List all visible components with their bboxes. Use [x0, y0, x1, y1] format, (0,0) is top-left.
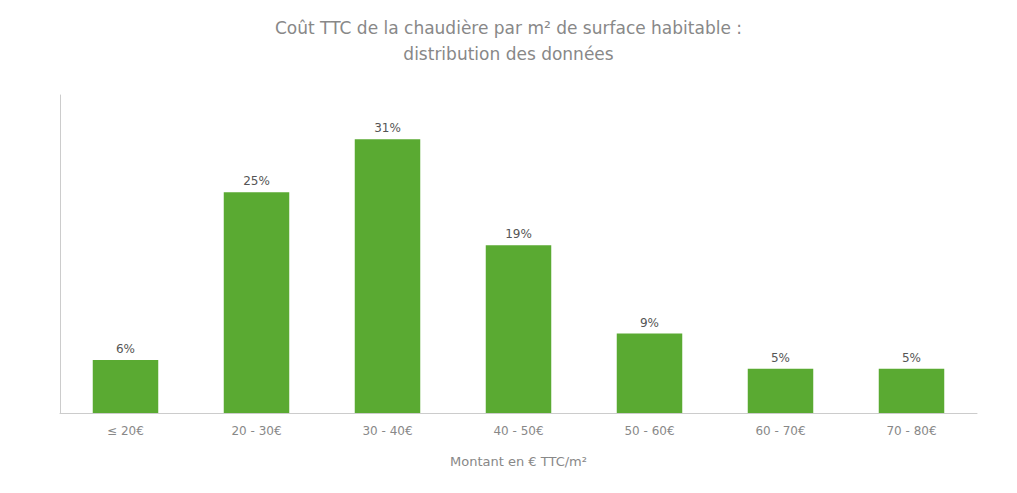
svg-text:20 - 30€: 20 - 30€ [231, 424, 281, 438]
svg-text:50 - 60€: 50 - 60€ [624, 424, 674, 438]
svg-text:30 - 40€: 30 - 40€ [362, 424, 412, 438]
svg-text:Montant en € TTC/m²: Montant en € TTC/m² [450, 454, 587, 469]
svg-text:9%: 9% [640, 316, 659, 330]
svg-text:5%: 5% [902, 351, 921, 365]
svg-text:Coût TTC de la chaudière par m: Coût TTC de la chaudière par m² de surfa… [275, 18, 742, 38]
svg-text:6%: 6% [116, 342, 135, 356]
svg-text:distribution des données: distribution des données [403, 44, 613, 64]
svg-text:5%: 5% [771, 351, 790, 365]
svg-text:70 - 80€: 70 - 80€ [886, 424, 936, 438]
svg-text:≤ 20€: ≤ 20€ [107, 424, 144, 438]
svg-text:25%: 25% [243, 174, 270, 188]
svg-text:19%: 19% [505, 227, 532, 241]
svg-text:31%: 31% [374, 121, 401, 135]
svg-text:60 - 70€: 60 - 70€ [755, 424, 805, 438]
svg-text:40 - 50€: 40 - 50€ [493, 424, 543, 438]
